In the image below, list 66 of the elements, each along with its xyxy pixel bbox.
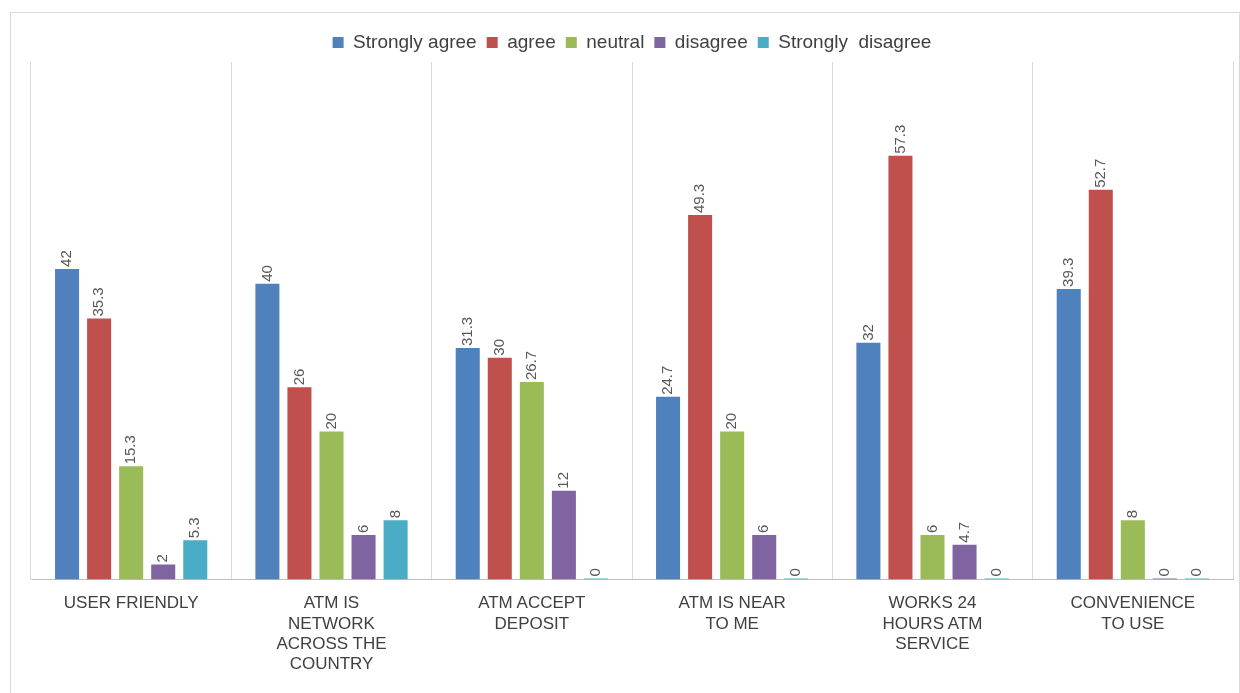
bar — [1088, 189, 1113, 580]
data-label: 8 — [1122, 509, 1140, 519]
data-label: 0 — [786, 568, 804, 577]
data-label: 6 — [922, 524, 940, 534]
bar — [351, 535, 376, 580]
x-tick-label: ATM IS NETWORK ACROSS THE COUNTRY — [276, 593, 387, 674]
bar — [952, 544, 977, 580]
bar — [688, 215, 713, 580]
data-label: 0 — [1187, 568, 1205, 577]
data-label: 49.3 — [690, 183, 708, 213]
bar — [752, 535, 777, 580]
bar — [519, 382, 544, 580]
data-label: 52.7 — [1090, 158, 1108, 188]
x-tick-label: USER FRIENDLY — [63, 593, 199, 613]
data-label: 31.3 — [457, 316, 475, 347]
bar — [551, 490, 576, 580]
bar — [119, 466, 144, 580]
bar — [383, 520, 408, 580]
data-label: 57.3 — [890, 124, 908, 154]
x-tick-label: CONVENIENCE TO USE — [1070, 593, 1196, 633]
data-label: 20 — [321, 412, 339, 430]
bar — [720, 431, 745, 580]
legend-label: Strongly agree — [353, 30, 477, 52]
legend-label: disagree — [674, 30, 748, 52]
data-label: 0 — [986, 568, 1004, 577]
bar — [151, 564, 176, 580]
data-label: 30 — [489, 338, 507, 356]
data-label: 39.3 — [1058, 257, 1076, 287]
bar — [888, 155, 913, 580]
data-label: 0 — [586, 568, 604, 577]
bar — [183, 540, 208, 580]
x-tick-label: WORKS 24 HOURS ATM SERVICE — [882, 593, 983, 654]
bar — [656, 396, 681, 580]
data-label: 32 — [858, 324, 876, 341]
data-label: 0 — [1155, 568, 1173, 577]
x-tick-label: ATM ACCEPT DEPOSIT — [478, 593, 586, 633]
data-label: 6 — [754, 524, 772, 534]
x-tick-label: ATM IS NEAR TO ME — [678, 593, 786, 633]
data-label: 42 — [57, 250, 75, 267]
bar — [856, 342, 881, 580]
bar — [487, 357, 512, 580]
data-label: 12 — [554, 472, 572, 489]
data-label: 5.3 — [185, 517, 203, 539]
bar — [319, 431, 344, 580]
data-label: 2 — [153, 554, 171, 563]
bar — [920, 535, 945, 580]
data-label: 6 — [353, 524, 371, 534]
data-label: 26 — [289, 368, 307, 386]
data-label: 4.7 — [954, 521, 972, 543]
legend-label: neutral — [586, 30, 645, 52]
bar — [255, 283, 280, 580]
data-label: 8 — [385, 509, 403, 519]
data-label: 15.3 — [121, 435, 139, 465]
bar — [287, 387, 312, 580]
bar — [1120, 520, 1145, 580]
bar — [1056, 288, 1081, 580]
legend-label: agree — [507, 30, 556, 52]
data-label: 20 — [722, 412, 740, 430]
bar — [455, 348, 480, 580]
bar — [87, 318, 112, 580]
bar — [55, 268, 80, 580]
legend-label: Strongly disagree — [778, 30, 932, 52]
data-label: 24.7 — [658, 365, 676, 395]
data-label: 26.7 — [521, 350, 539, 381]
data-label: 35.3 — [89, 287, 107, 317]
data-label: 40 — [257, 265, 275, 282]
